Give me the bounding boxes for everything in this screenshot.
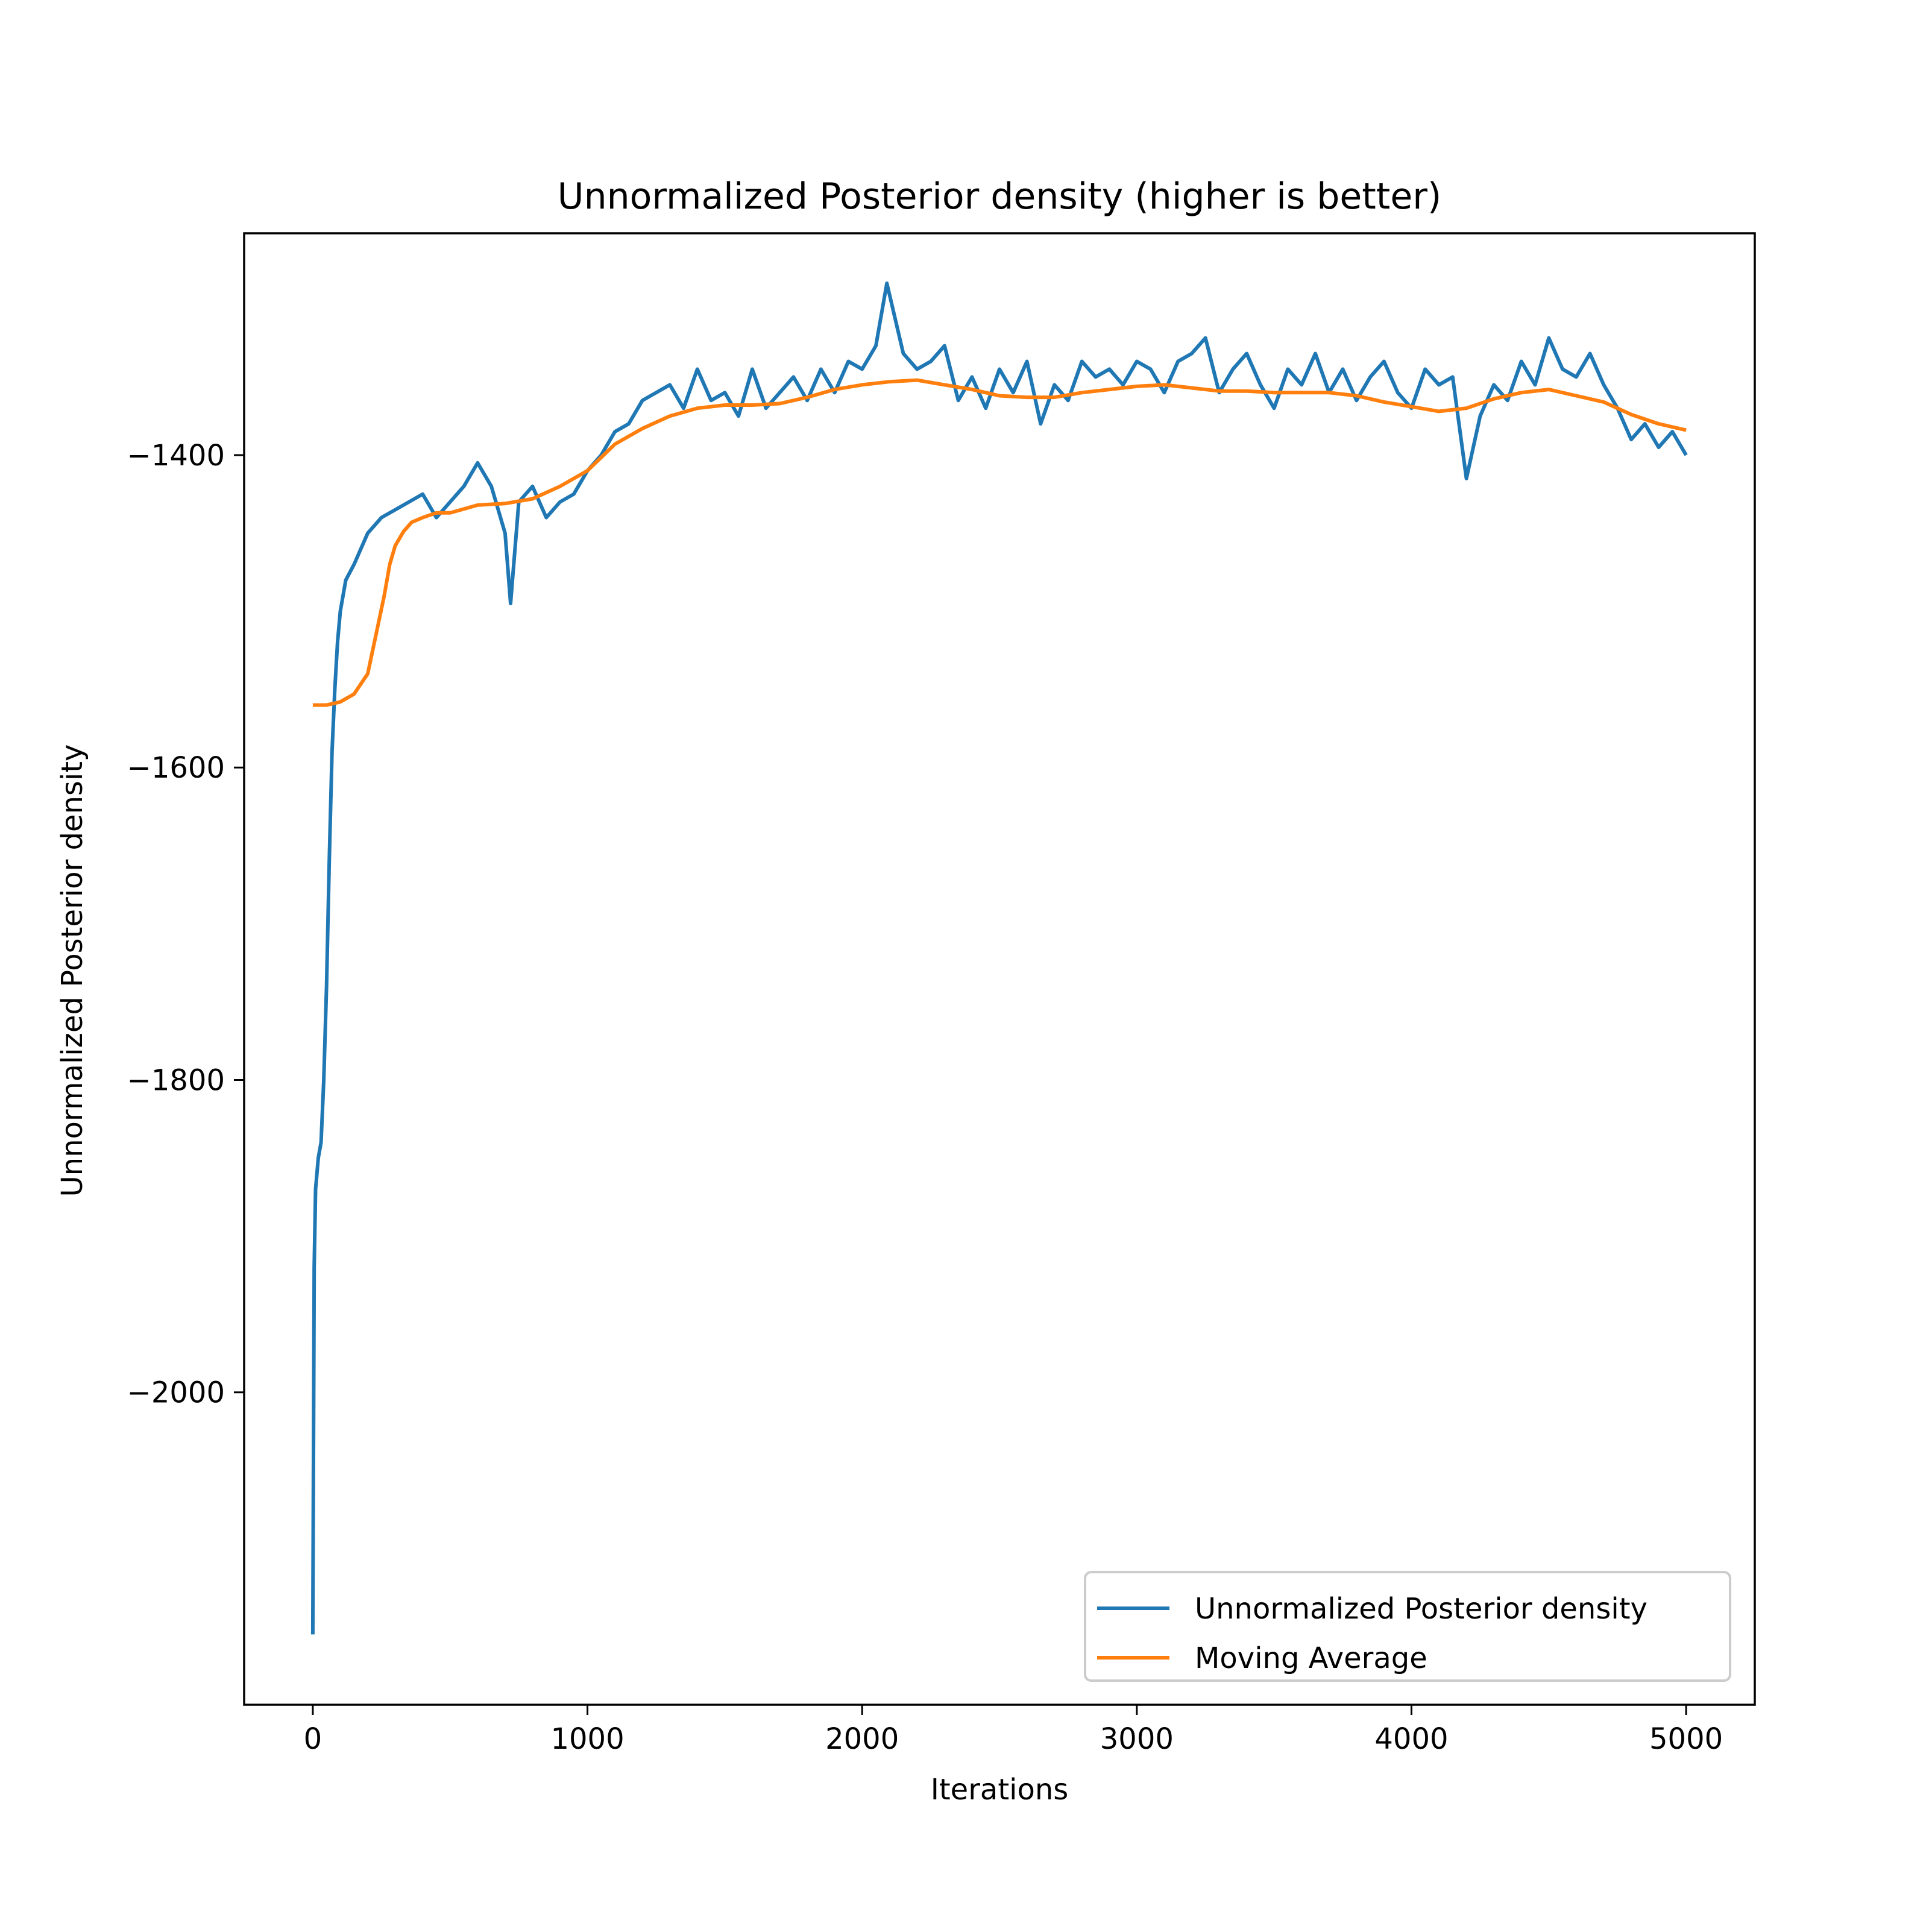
axes-frame (243, 232, 1756, 1706)
x-tick-label: 5000 (1649, 1722, 1723, 1756)
series-line-unnormalized-posterior-density (310, 281, 1688, 1635)
x-tick-label: 3000 (1100, 1722, 1174, 1756)
x-tick-label: 2000 (825, 1722, 899, 1756)
x-tick-label: 4000 (1374, 1722, 1448, 1756)
legend-label-moving-average: Moving Average (1195, 1641, 1427, 1675)
y-tick-label: −1600 (127, 751, 225, 785)
y-tick-label: −2000 (127, 1376, 225, 1410)
legend-box (1084, 1571, 1731, 1682)
y-tick-label: −1400 (127, 439, 225, 473)
x-axis-label: Iterations (931, 1773, 1069, 1807)
legend: Unnormalized Posterior density Moving Av… (1084, 1571, 1731, 1682)
x-tick-label: 0 (304, 1722, 323, 1756)
axes: 0 1000 2000 3000 4000 5000 −2000 −1800 −1600 −140… (127, 232, 1756, 1756)
y-tick-label: −1800 (127, 1063, 225, 1097)
series-line-moving-average (312, 378, 1687, 707)
chart-title: Unnormalized Posterior density (higher i… (558, 175, 1442, 218)
x-tick-label: 1000 (550, 1722, 624, 1756)
y-axis-label: Unnormalized Posterior density (55, 744, 89, 1197)
legend-label-density: Unnormalized Posterior density (1195, 1592, 1647, 1626)
plot-area (310, 281, 1688, 1635)
